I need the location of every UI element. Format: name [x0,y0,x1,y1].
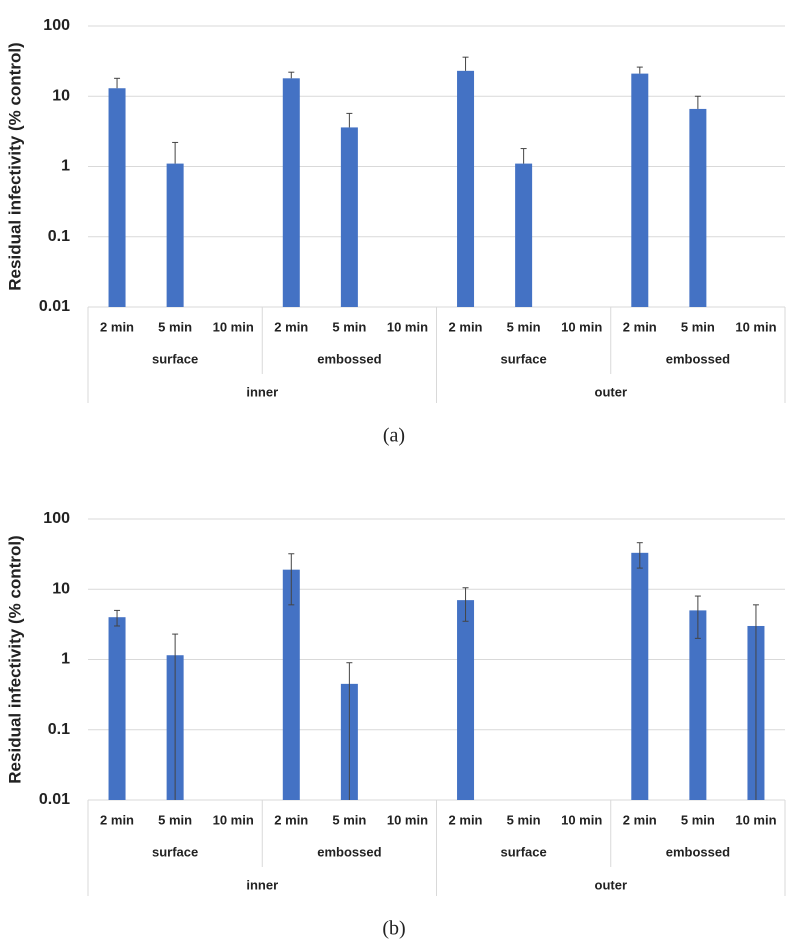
x-tick-label: 2 min [449,319,483,334]
y-tick-label: 0.1 [48,721,70,738]
y-tick-label: 10 [52,580,70,597]
x-tick-label: 10 min [735,319,776,334]
x-tick-label: 5 min [507,319,541,334]
y-tick-label: 1 [61,651,70,668]
subgroup-label: surface [501,844,547,859]
x-tick-label: 10 min [387,319,428,334]
y-tick-label: 0.01 [39,791,70,808]
x-tick-label: 5 min [681,319,715,334]
x-tick-label: 5 min [332,812,366,827]
y-tick-label: 10 [52,87,70,104]
y-axis-label: Residual infectivity (% control) [5,42,24,290]
bar [689,108,707,308]
x-tick-label: 2 min [274,812,308,827]
caption: (b) [382,918,405,940]
x-tick-label: 2 min [100,812,134,827]
caption: (a) [383,425,405,447]
group-label: inner [246,384,278,399]
y-tick-label: 1 [61,158,70,175]
x-tick-label: 2 min [449,812,483,827]
x-tick-label: 2 min [623,319,657,334]
group-label: outer [595,877,628,892]
x-tick-label: 10 min [561,812,602,827]
subgroup-label: surface [501,351,547,366]
x-tick-label: 10 min [213,319,254,334]
x-tick-label: 2 min [274,319,308,334]
group-label: inner [246,877,278,892]
bar [166,163,184,307]
y-tick-label: 100 [43,510,70,527]
bar [689,610,707,800]
y-axis-label: Residual infectivity (% control) [5,535,24,783]
bar [457,70,475,307]
subgroup-label: embossed [666,844,730,859]
x-tick-label: 2 min [100,319,134,334]
subgroup-label: surface [152,844,198,859]
bar [457,600,475,800]
x-tick-label: 5 min [158,319,192,334]
x-tick-label: 5 min [507,812,541,827]
bar [108,88,126,307]
subgroup-label: embossed [317,351,381,366]
subgroup-label: embossed [317,844,381,859]
x-tick-label: 5 min [158,812,192,827]
bar [515,163,533,307]
bar [340,127,358,308]
x-tick-label: 5 min [681,812,715,827]
subgroup-label: surface [152,351,198,366]
x-tick-label: 10 min [213,812,254,827]
bar [631,552,649,800]
bar [282,569,300,800]
subgroup-label: embossed [666,351,730,366]
bar [108,617,126,800]
bar [631,73,649,307]
y-tick-label: 0.1 [48,228,70,245]
bar [282,78,300,307]
x-tick-label: 10 min [735,812,776,827]
y-tick-label: 100 [43,17,70,34]
x-tick-label: 2 min [623,812,657,827]
x-tick-label: 10 min [561,319,602,334]
group-label: outer [595,384,628,399]
y-tick-label: 0.01 [39,298,70,315]
x-tick-label: 10 min [387,812,428,827]
x-tick-label: 5 min [332,319,366,334]
